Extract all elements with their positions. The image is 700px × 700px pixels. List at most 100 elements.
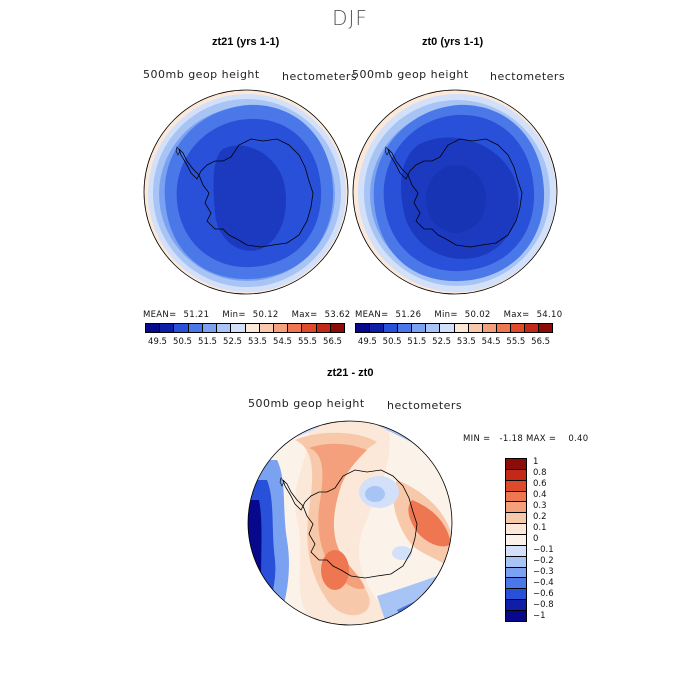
right-max-label: Max= <box>503 310 530 320</box>
colorbar-swatch <box>426 324 441 332</box>
coastline-island <box>384 146 390 156</box>
colorbar-swatch <box>524 324 540 332</box>
colorbar-tick-label: 54.5 <box>481 337 501 347</box>
left-max-value: 53.62 <box>324 310 351 320</box>
colorbar-tick-label: 50.5 <box>173 337 192 347</box>
colorbar-swatch <box>506 567 526 579</box>
diff-panel-title: zt21 - zt0 <box>327 367 374 379</box>
diff-field-label: 500mb geop height <box>248 397 365 410</box>
colorbar-swatch <box>398 324 413 332</box>
colorbar-swatch <box>370 324 385 332</box>
map-band <box>426 165 486 233</box>
colorbar-tick-label: 1 <box>533 457 539 468</box>
colorbar-swatch <box>288 324 303 332</box>
right-max-value: 54.10 <box>536 310 563 320</box>
left-max-label: Max= <box>291 310 318 320</box>
colorbar-swatch <box>259 324 274 332</box>
colorbar-tick-label: 52.5 <box>223 337 242 347</box>
colorbar-tick-label: 51.5 <box>198 337 217 347</box>
diff-colorbar <box>505 458 527 622</box>
colorbar-tick-label: 0.6 <box>533 479 547 490</box>
colorbar-swatch <box>496 324 511 332</box>
right-field-label: 500mb geop height <box>352 68 469 81</box>
colorbar-swatch <box>245 324 260 332</box>
colorbar-swatch <box>468 324 483 332</box>
colorbar-swatch <box>506 524 526 536</box>
right-colorbar <box>355 323 553 333</box>
map-band <box>295 432 377 616</box>
colorbar-tick-label: 49.5 <box>357 337 377 347</box>
diff-units-label: hectometers <box>387 399 463 412</box>
colorbar-swatch <box>273 324 289 332</box>
coastline <box>387 138 523 248</box>
colorbar-swatch <box>506 600 526 612</box>
colorbar-swatch <box>384 324 399 332</box>
colorbar-swatch <box>506 545 526 557</box>
colorbar-tick-label: 0.3 <box>533 501 547 512</box>
left-min-value: 50.12 <box>252 310 279 320</box>
colorbar-tick-label: −0.1 <box>533 544 554 555</box>
colorbar-swatch <box>412 324 427 332</box>
colorbar-swatch <box>146 324 161 332</box>
colorbar-swatch <box>160 324 175 332</box>
left-panel-title: zt21 (yrs 1-1) <box>212 36 280 48</box>
map-band <box>213 145 287 251</box>
left-polar-map <box>143 89 349 295</box>
colorbar-tick-label: 50.5 <box>382 337 402 347</box>
colorbar-swatch <box>506 589 526 601</box>
colorbar-tick-label: 55.5 <box>506 337 526 347</box>
colorbar-tick-label: 52.5 <box>432 337 452 347</box>
colorbar-tick-label: 53.5 <box>248 337 267 347</box>
colorbar-swatch <box>539 324 553 332</box>
map-band <box>365 486 385 502</box>
map-band <box>321 550 349 590</box>
right-mean-label: MEAN= <box>355 310 389 320</box>
map-band <box>392 546 412 560</box>
right-mean-value: 51.26 <box>395 310 422 320</box>
colorbar-swatch <box>188 324 203 332</box>
right-min-value: 50.02 <box>464 310 491 320</box>
right-min-label: Min= <box>434 310 458 320</box>
diff-minmax: MIN = -1.18 MAX = 0.40 <box>463 434 589 444</box>
colorbar-swatch <box>506 578 526 590</box>
map-border <box>143 89 349 295</box>
colorbar-tick-label: 49.5 <box>148 337 167 347</box>
colorbar-swatch <box>330 324 345 332</box>
colorbar-swatch <box>202 324 218 332</box>
colorbar-swatch <box>506 491 526 503</box>
left-mean-label: MEAN= <box>143 310 177 320</box>
colorbar-tick-label: −0.8 <box>533 599 554 610</box>
coastline-island <box>279 477 285 487</box>
colorbar-tick-label: 54.5 <box>273 337 292 347</box>
colorbar-tick-label: 53.5 <box>456 337 476 347</box>
coastline <box>282 469 418 579</box>
colorbar-tick-label: 0.8 <box>533 468 547 479</box>
colorbar-swatch <box>356 324 371 332</box>
colorbar-swatch <box>454 324 469 332</box>
colorbar-swatch <box>506 513 526 525</box>
left-mean-value: 51.21 <box>183 310 210 320</box>
colorbar-swatch <box>231 324 246 332</box>
right-polar-map <box>352 89 558 295</box>
colorbar-tick-label: −0.6 <box>533 588 554 599</box>
colorbar-tick-label: −0.2 <box>533 555 554 566</box>
colorbar-tick-label: 0.1 <box>533 523 547 534</box>
colorbar-tick-label: −1 <box>533 610 546 621</box>
right-stats: MEAN= 51.26 Min= 50.02 Max= 54.10 <box>355 310 562 320</box>
right-units-label: hectometers <box>490 70 566 83</box>
map-border <box>352 89 558 295</box>
map-band <box>408 500 451 547</box>
colorbar-swatch <box>510 324 525 332</box>
colorbar-swatch <box>506 535 526 546</box>
colorbar-swatch <box>217 324 232 332</box>
coastline <box>178 138 314 248</box>
colorbar-swatch <box>482 324 497 332</box>
colorbar-swatch <box>506 611 526 621</box>
colorbar-swatch <box>316 324 331 332</box>
left-units-label: hectometers <box>282 70 358 83</box>
diff-polar-map <box>247 420 453 626</box>
colorbar-tick-label: 0.2 <box>533 512 547 523</box>
left-field-label: 500mb geop height <box>143 68 260 81</box>
right-colorbar-ticks: 49.5 50.5 51.5 52.5 53.5 54.5 55.5 56.5 <box>355 337 553 347</box>
colorbar-swatch <box>506 502 526 514</box>
